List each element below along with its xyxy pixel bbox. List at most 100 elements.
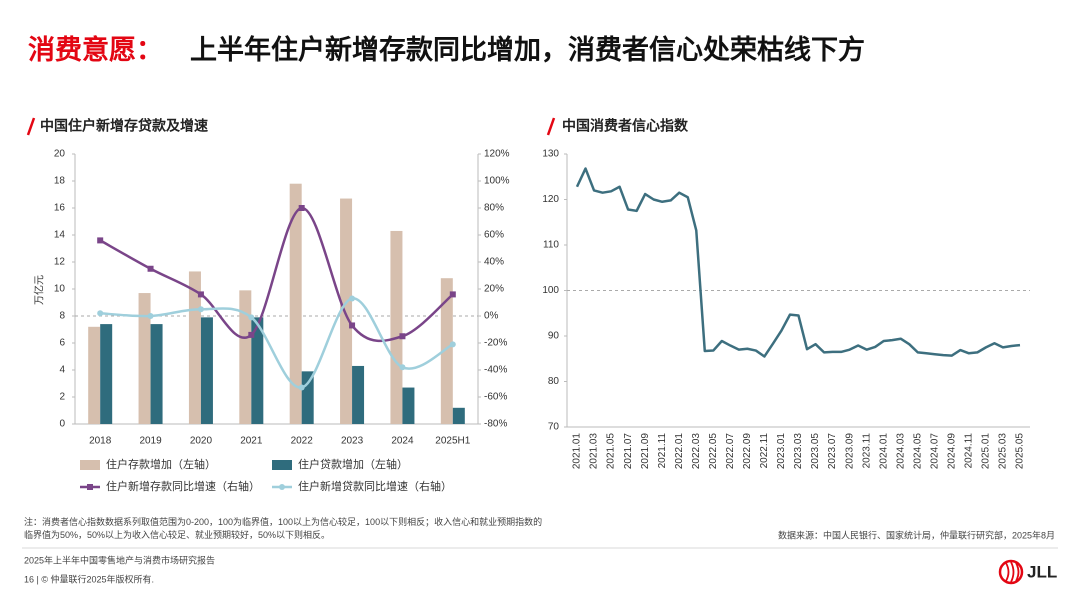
x-tick-label: 2021.01 xyxy=(572,433,583,470)
x-tick-label: 2023.07 xyxy=(827,433,838,470)
bar xyxy=(452,407,465,424)
y2-tick-label: 0% xyxy=(484,311,499,322)
bar xyxy=(150,324,163,424)
marker xyxy=(147,313,154,319)
marker xyxy=(298,384,305,391)
marker xyxy=(248,314,255,321)
bar xyxy=(390,230,403,424)
chart-title: 中国住户新增存贷款及增速 xyxy=(40,118,208,134)
x-tick-label: 2020 xyxy=(190,436,213,447)
y-tick-label: 120 xyxy=(542,194,559,205)
marker xyxy=(399,333,406,340)
bar xyxy=(239,290,252,424)
logo: JLL xyxy=(1027,562,1057,581)
line xyxy=(100,297,454,389)
marker xyxy=(449,291,456,298)
x-tick-label: 2021 xyxy=(240,436,263,447)
x-tick-label: 2023.05 xyxy=(810,433,821,470)
y-tick-label: 110 xyxy=(543,240,559,251)
bar xyxy=(352,365,365,424)
legend-label: 住户新增贷款同比增速（右轴） xyxy=(298,479,452,493)
x-tick-label: 2024.03 xyxy=(895,433,906,470)
x-tick-label: 2023.11 xyxy=(861,433,872,469)
x-tick-label: 2021.11 xyxy=(657,433,668,469)
x-tick-label: 2022 xyxy=(291,436,314,447)
y-tick-label: 12 xyxy=(54,257,66,268)
bar xyxy=(100,324,113,424)
y-tick-label: 130 xyxy=(542,149,559,160)
y2-tick-label: 60% xyxy=(484,230,504,241)
y2-tick-label: 40% xyxy=(484,257,504,268)
marker xyxy=(197,306,204,313)
x-tick-label: 2021.03 xyxy=(589,433,600,470)
report-title: 2025年上半年中国零售地产与消费市场研究报告 xyxy=(24,554,215,565)
footnote: 注：消费者信心指数数据系列取值范围为0-200，100为临界值，100以上为信心… xyxy=(24,517,543,540)
y2-tick-label: 20% xyxy=(484,284,504,295)
bar xyxy=(88,326,101,424)
bar xyxy=(440,278,453,424)
title-highlight: 消费意愿： xyxy=(28,34,163,65)
marker xyxy=(97,237,104,244)
x-tick-label: 2025.03 xyxy=(998,433,1009,470)
bar xyxy=(340,198,353,424)
marker xyxy=(298,205,305,211)
bar xyxy=(402,387,415,424)
x-tick-label: 2019 xyxy=(139,436,162,447)
y-tick-label: 2 xyxy=(59,392,65,403)
y2-tick-label: -40% xyxy=(484,365,507,376)
y-tick-label: 8 xyxy=(59,311,65,322)
x-tick-label: 2021.05 xyxy=(606,433,617,470)
line xyxy=(575,167,1021,358)
x-tick-label: 2022.03 xyxy=(691,433,702,470)
y2-tick-label: 100% xyxy=(484,176,510,187)
legend-label: 住户存款增加（左轴） xyxy=(106,457,216,471)
x-tick-label: 2023 xyxy=(341,436,364,447)
y-tick-label: 100 xyxy=(542,285,559,296)
marker xyxy=(248,331,255,338)
y-tick-label: 90 xyxy=(548,331,560,342)
bar xyxy=(138,293,151,424)
x-tick-label: 2024.05 xyxy=(912,433,923,470)
x-tick-label: 2025.01 xyxy=(981,433,992,470)
y-tick-label: 14 xyxy=(54,230,66,241)
x-tick-label: 2023.03 xyxy=(793,433,804,470)
marker xyxy=(399,364,406,371)
marker xyxy=(147,265,154,272)
source: 数据来源：中国人民银行、国家统计局，仲量联行研究部，2025年8月 xyxy=(778,529,1055,540)
title-slash xyxy=(546,117,556,136)
legend-swatch xyxy=(279,484,285,490)
logo-icon xyxy=(1005,561,1020,583)
x-tick-label: 2022.07 xyxy=(725,433,736,470)
logo-icon xyxy=(998,559,1024,585)
bar xyxy=(200,317,213,424)
legend-swatch xyxy=(272,460,292,470)
y-tick-label: 16 xyxy=(54,203,66,214)
y-tick-label: 20 xyxy=(54,149,66,160)
bar xyxy=(301,371,314,424)
x-tick-label: 2025.05 xyxy=(1015,433,1026,470)
legend-swatch xyxy=(80,460,100,470)
page-footer: 16 | © 仲量联行2025年版权所有. xyxy=(24,573,154,584)
line xyxy=(99,206,454,343)
y-tick-label: 0 xyxy=(59,419,65,430)
marker xyxy=(349,295,356,302)
y-tick-label: 6 xyxy=(59,338,65,349)
marker xyxy=(197,291,204,298)
x-tick-label: 2022.05 xyxy=(708,433,719,470)
x-tick-label: 2024 xyxy=(391,436,414,447)
y-tick-label: 18 xyxy=(54,176,66,187)
marker xyxy=(449,341,456,348)
title-slash xyxy=(26,117,36,136)
marker xyxy=(97,310,104,317)
x-tick-label: 2024.11 xyxy=(964,433,975,469)
x-tick-label: 2023.01 xyxy=(776,433,787,470)
y-tick-label: 4 xyxy=(59,365,65,376)
x-tick-label: 2022.09 xyxy=(742,433,753,470)
x-tick-label: 2018 xyxy=(89,436,112,447)
y2-tick-label: -80% xyxy=(484,419,507,430)
x-tick-label: 2024.07 xyxy=(929,433,940,470)
legend-swatch xyxy=(87,484,93,490)
marker xyxy=(349,322,356,329)
x-tick-label: 2022.01 xyxy=(674,433,685,470)
